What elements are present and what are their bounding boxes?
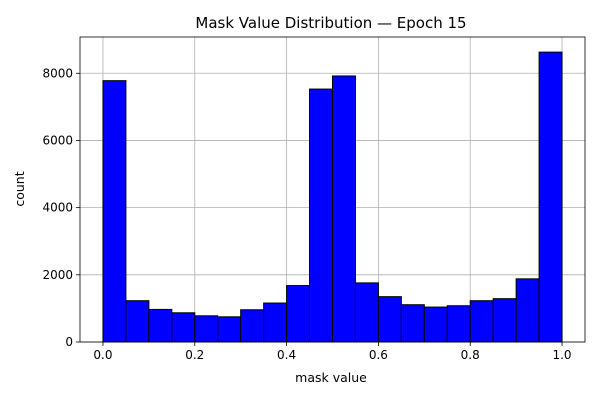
histogram-bar xyxy=(102,80,127,343)
y-tick-label: 2000 xyxy=(42,268,73,282)
y-axis-label: count xyxy=(12,171,27,206)
histogram-bar xyxy=(332,75,356,343)
histogram-bar xyxy=(446,305,471,343)
histogram-bar xyxy=(469,300,494,343)
tick-marks-and-labels: 0.0 0.2 0.4 0.6 0.8 1.0 0 2000 4000 6000 8000 xyxy=(42,66,571,362)
y-tick-label: 6000 xyxy=(42,133,73,147)
histogram-bar xyxy=(286,285,311,343)
y-tick-label: 8000 xyxy=(42,66,73,80)
histogram-bar xyxy=(194,315,219,343)
y-tick-label: 0 xyxy=(65,335,73,349)
histogram-bar xyxy=(377,296,402,343)
x-tick-label: 0.2 xyxy=(185,348,204,362)
x-tick-label: 0.0 xyxy=(93,348,112,362)
histogram-bar xyxy=(148,308,173,343)
histogram-bar xyxy=(263,302,288,343)
histogram-bar xyxy=(354,282,379,343)
histogram-bar xyxy=(171,312,196,343)
histogram-bar xyxy=(309,88,333,343)
histogram-bar xyxy=(217,316,242,343)
plot-frame xyxy=(79,36,586,343)
histogram-bar xyxy=(240,309,265,343)
histogram-bar xyxy=(492,298,517,343)
x-tick-label: 0.4 xyxy=(277,348,296,362)
y-tick-label: 4000 xyxy=(42,201,73,215)
x-tick-label: 0.8 xyxy=(461,348,480,362)
histogram-bar xyxy=(423,306,448,343)
axes xyxy=(79,36,586,343)
histogram-bar xyxy=(400,304,425,343)
histogram-bar xyxy=(125,300,150,343)
x-tick-label: 0.6 xyxy=(369,348,388,362)
chart-title: Mask Value Distribution — Epoch 15 xyxy=(195,14,466,32)
x-axis-label: mask value xyxy=(295,370,367,385)
x-tick-label: 1.0 xyxy=(552,348,571,362)
histogram-bar xyxy=(515,278,540,343)
histogram-bar xyxy=(538,51,563,343)
